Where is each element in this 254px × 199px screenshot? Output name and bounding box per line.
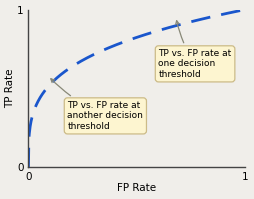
X-axis label: FP Rate: FP Rate bbox=[117, 183, 156, 193]
Y-axis label: TP Rate: TP Rate bbox=[6, 69, 15, 108]
Text: TP vs. FP rate at
one decision
threshold: TP vs. FP rate at one decision threshold bbox=[158, 21, 232, 79]
Text: TP vs. FP rate at
another decision
threshold: TP vs. FP rate at another decision thres… bbox=[51, 79, 143, 131]
